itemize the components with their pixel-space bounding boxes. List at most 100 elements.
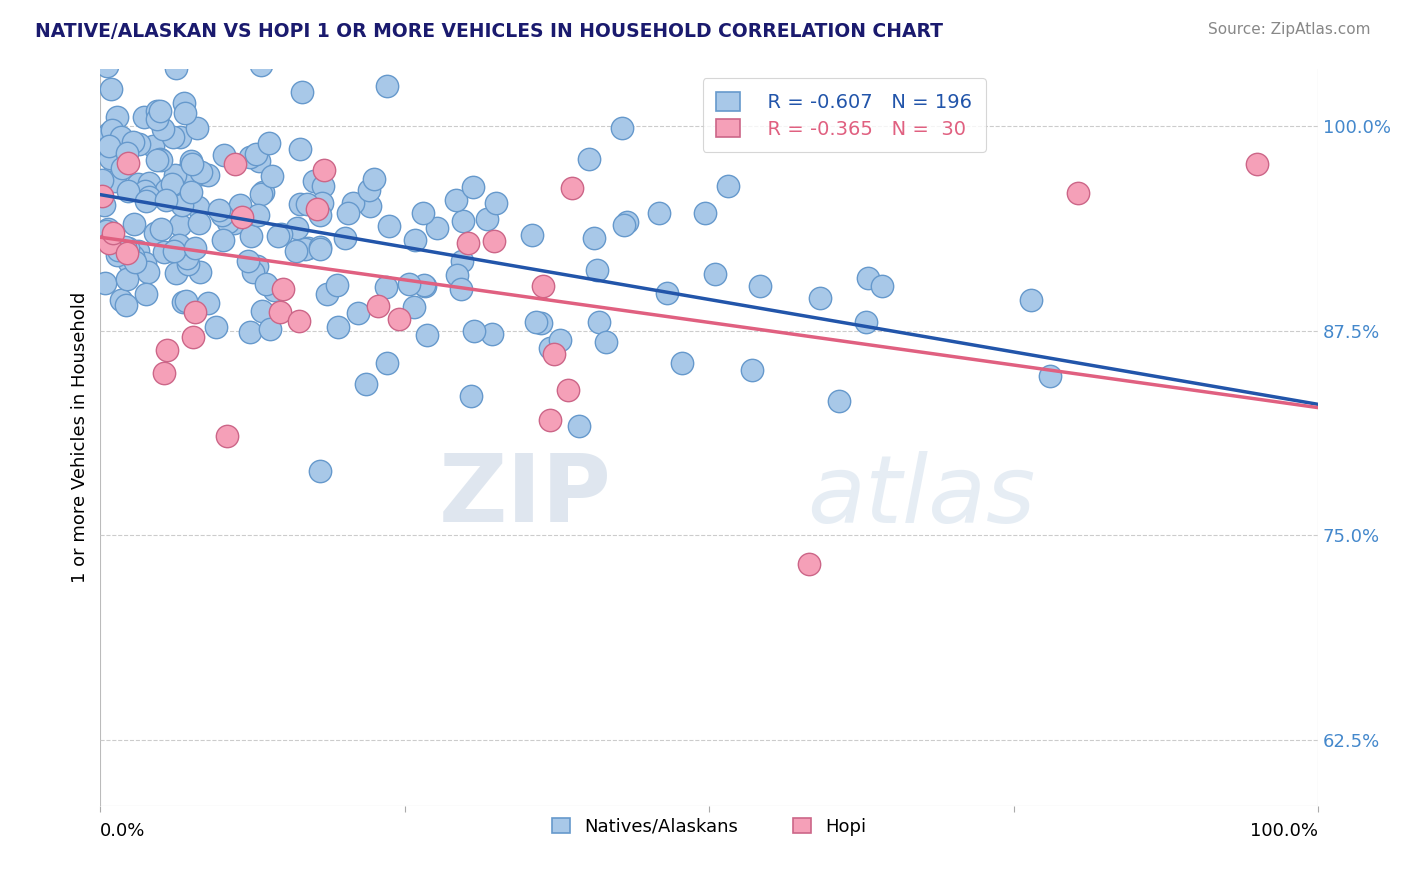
Point xyxy=(328,320,350,334)
Point xyxy=(252,304,274,318)
Point xyxy=(285,244,308,259)
Point xyxy=(375,78,398,93)
Point xyxy=(165,168,187,182)
Point xyxy=(117,156,139,170)
Point xyxy=(291,85,314,99)
Point xyxy=(872,279,894,293)
Point xyxy=(485,195,508,210)
Point xyxy=(163,244,186,258)
Point xyxy=(131,40,153,54)
Point xyxy=(412,278,434,293)
Point xyxy=(374,280,396,294)
Point xyxy=(704,267,727,281)
Point xyxy=(156,343,179,358)
Point xyxy=(457,235,479,250)
Point xyxy=(524,315,547,329)
Point xyxy=(149,152,172,166)
Point xyxy=(797,558,820,572)
Point xyxy=(267,229,290,244)
Text: 100.0%: 100.0% xyxy=(1250,822,1319,840)
Point xyxy=(153,366,176,380)
Point xyxy=(648,206,671,220)
Point xyxy=(97,127,120,141)
Point xyxy=(375,356,398,370)
Point xyxy=(97,222,120,236)
Point xyxy=(461,180,484,194)
Point xyxy=(259,322,281,336)
Point xyxy=(172,189,194,203)
Point xyxy=(115,46,138,61)
Point xyxy=(249,58,271,72)
Point xyxy=(94,277,117,291)
Point xyxy=(146,104,169,119)
Point xyxy=(463,324,485,338)
Point xyxy=(578,152,600,166)
Point xyxy=(451,214,474,228)
Point xyxy=(174,106,197,120)
Point xyxy=(131,0,153,8)
Point xyxy=(180,154,202,169)
Point xyxy=(588,315,610,329)
Point xyxy=(188,216,211,230)
Point xyxy=(187,200,209,214)
Point xyxy=(222,216,245,230)
Point xyxy=(190,164,212,178)
Point xyxy=(150,222,173,236)
Point xyxy=(135,287,157,301)
Point xyxy=(105,110,128,124)
Point xyxy=(96,59,118,73)
Point xyxy=(217,429,239,443)
Point xyxy=(333,231,356,245)
Point xyxy=(183,241,205,255)
Point xyxy=(312,179,335,194)
Point xyxy=(128,137,150,152)
Point xyxy=(138,176,160,190)
Point xyxy=(426,220,449,235)
Point xyxy=(93,198,115,212)
Point xyxy=(450,282,472,296)
Point xyxy=(311,196,333,211)
Point xyxy=(138,190,160,204)
Point xyxy=(165,266,187,280)
Point xyxy=(117,184,139,198)
Point xyxy=(91,188,114,202)
Point xyxy=(363,172,385,186)
Point xyxy=(110,293,132,307)
Y-axis label: 1 or more Vehicles in Household: 1 or more Vehicles in Household xyxy=(72,292,89,582)
Point xyxy=(312,162,335,177)
Point xyxy=(169,130,191,145)
Point xyxy=(290,196,312,211)
Point xyxy=(531,279,554,293)
Point xyxy=(359,199,381,213)
Point xyxy=(451,254,474,268)
Point xyxy=(612,121,634,136)
Point xyxy=(247,153,270,168)
Point xyxy=(288,142,311,156)
Point xyxy=(309,465,332,479)
Point xyxy=(695,206,717,220)
Point xyxy=(309,208,332,222)
Point xyxy=(107,243,129,257)
Point xyxy=(460,389,482,403)
Point xyxy=(115,298,138,312)
Point xyxy=(557,383,579,397)
Point xyxy=(404,233,426,247)
Point xyxy=(582,231,605,245)
Point xyxy=(240,229,263,244)
Point xyxy=(122,217,145,231)
Point xyxy=(110,130,132,145)
Point xyxy=(245,146,267,161)
Point xyxy=(242,265,264,279)
Point xyxy=(585,263,607,277)
Point xyxy=(416,328,439,343)
Point xyxy=(402,300,425,314)
Text: NATIVE/ALASKAN VS HOPI 1 OR MORE VEHICLES IN HOUSEHOLD CORRELATION CHART: NATIVE/ALASKAN VS HOPI 1 OR MORE VEHICLE… xyxy=(35,22,943,41)
Point xyxy=(316,287,339,301)
Point xyxy=(356,377,378,392)
Point xyxy=(309,242,332,256)
Point xyxy=(254,277,277,291)
Point xyxy=(172,294,194,309)
Point xyxy=(205,319,228,334)
Point xyxy=(153,244,176,259)
Point xyxy=(263,283,285,297)
